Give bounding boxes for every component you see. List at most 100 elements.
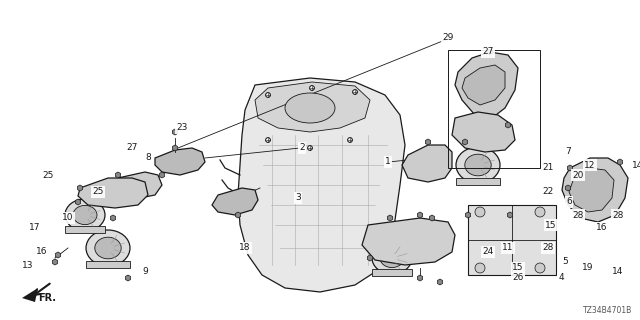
Ellipse shape (86, 230, 130, 266)
Bar (468, 205, 556, 275)
Circle shape (309, 147, 311, 149)
Text: 4: 4 (558, 274, 564, 283)
Ellipse shape (65, 199, 105, 231)
Text: 29: 29 (442, 34, 454, 43)
Circle shape (266, 138, 271, 142)
Circle shape (353, 90, 358, 94)
Text: 3: 3 (295, 194, 301, 203)
Text: 15: 15 (545, 220, 557, 229)
Circle shape (354, 91, 356, 93)
Polygon shape (155, 148, 205, 175)
Circle shape (475, 207, 485, 217)
Polygon shape (111, 215, 116, 221)
Polygon shape (417, 212, 422, 218)
Ellipse shape (456, 147, 500, 183)
Circle shape (349, 139, 351, 141)
Text: 9: 9 (142, 268, 148, 276)
Circle shape (535, 207, 545, 217)
Text: 15: 15 (512, 263, 524, 273)
Bar (456, 178, 500, 185)
Text: 28: 28 (542, 244, 554, 252)
Polygon shape (569, 168, 614, 212)
Polygon shape (429, 215, 435, 221)
Polygon shape (506, 122, 511, 128)
Text: 20: 20 (572, 171, 584, 180)
Text: 10: 10 (62, 213, 74, 222)
Text: 16: 16 (596, 223, 608, 233)
Polygon shape (417, 275, 422, 281)
Circle shape (310, 85, 314, 91)
Text: 6: 6 (566, 197, 572, 206)
Text: 8: 8 (145, 154, 151, 163)
Polygon shape (462, 65, 505, 105)
Bar (65, 226, 105, 233)
Bar (448, 50, 540, 168)
Polygon shape (100, 172, 162, 198)
Circle shape (267, 139, 269, 141)
Polygon shape (455, 52, 518, 118)
Polygon shape (172, 129, 177, 135)
Bar (86, 260, 130, 268)
Polygon shape (255, 82, 370, 132)
Text: 14: 14 (632, 161, 640, 170)
Text: FR.: FR. (38, 293, 56, 303)
Ellipse shape (73, 205, 97, 225)
Polygon shape (56, 252, 61, 258)
Polygon shape (565, 197, 571, 203)
Circle shape (475, 263, 485, 273)
Polygon shape (452, 112, 515, 152)
Circle shape (348, 138, 353, 142)
Text: 23: 23 (176, 124, 188, 132)
Text: 13: 13 (22, 260, 34, 269)
Text: 21: 21 (542, 164, 554, 172)
Ellipse shape (285, 93, 335, 123)
Polygon shape (465, 212, 470, 218)
Text: 24: 24 (483, 247, 493, 257)
Polygon shape (568, 165, 573, 171)
Polygon shape (387, 215, 392, 221)
Polygon shape (238, 78, 405, 292)
Ellipse shape (380, 248, 404, 268)
Polygon shape (22, 288, 38, 302)
Polygon shape (115, 172, 120, 178)
Text: 27: 27 (126, 143, 138, 153)
Polygon shape (159, 172, 164, 178)
Text: 19: 19 (582, 263, 594, 273)
Text: 22: 22 (542, 188, 554, 196)
Ellipse shape (95, 237, 121, 259)
Bar (372, 269, 412, 276)
Circle shape (311, 87, 313, 89)
Text: 12: 12 (584, 161, 596, 170)
Text: 27: 27 (483, 47, 493, 57)
Text: 5: 5 (562, 258, 568, 267)
Polygon shape (618, 159, 623, 165)
Polygon shape (402, 145, 452, 182)
Text: 7: 7 (565, 148, 571, 156)
Polygon shape (77, 185, 83, 191)
Text: 25: 25 (92, 188, 104, 196)
Polygon shape (172, 145, 177, 151)
Text: 25: 25 (42, 171, 54, 180)
Polygon shape (125, 275, 131, 281)
Polygon shape (565, 185, 571, 191)
Polygon shape (362, 218, 455, 265)
Polygon shape (488, 49, 493, 55)
Text: 1: 1 (385, 157, 391, 166)
Text: 26: 26 (512, 274, 524, 283)
Polygon shape (78, 178, 148, 208)
Ellipse shape (372, 242, 412, 274)
Text: 14: 14 (612, 268, 624, 276)
Polygon shape (562, 158, 628, 222)
Text: 16: 16 (36, 247, 48, 257)
Circle shape (307, 146, 312, 150)
Circle shape (535, 263, 545, 273)
Text: 28: 28 (612, 211, 624, 220)
Polygon shape (367, 255, 372, 261)
Text: 2: 2 (299, 143, 305, 153)
Circle shape (266, 92, 271, 98)
Polygon shape (52, 259, 58, 265)
Text: 18: 18 (239, 244, 251, 252)
Polygon shape (236, 212, 241, 218)
Polygon shape (212, 188, 258, 215)
Text: 28: 28 (572, 211, 584, 220)
